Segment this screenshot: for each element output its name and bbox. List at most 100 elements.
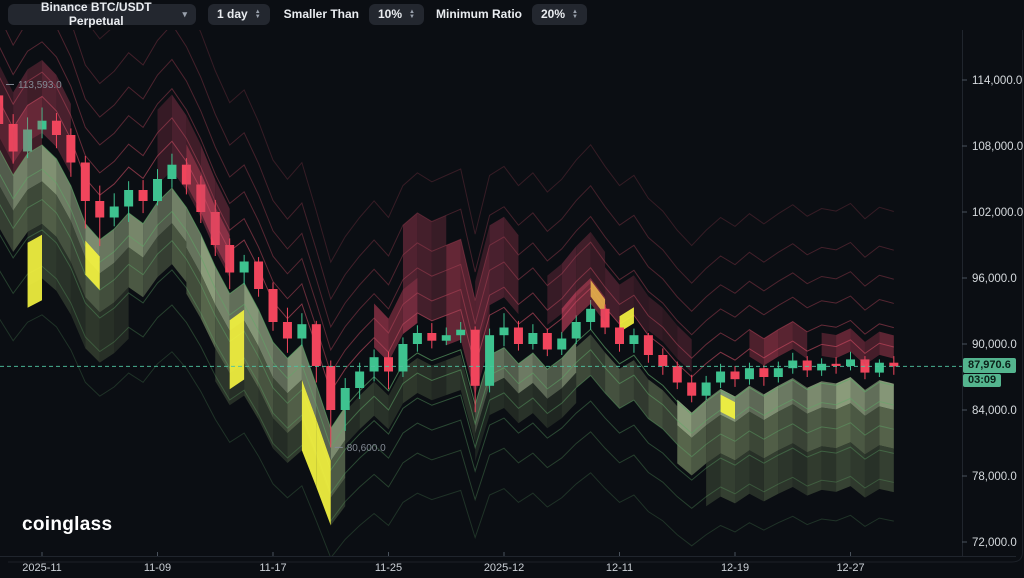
current-price-label: 87,970.6 <box>963 358 1016 373</box>
candle[interactable] <box>513 320 523 351</box>
candle[interactable] <box>672 361 682 390</box>
candle[interactable] <box>817 358 827 376</box>
candle[interactable] <box>412 325 422 352</box>
candle[interactable] <box>788 352 798 374</box>
candle[interactable] <box>297 313 307 347</box>
candle[interactable] <box>615 319 625 352</box>
band-cells-overlay <box>0 96 894 366</box>
candle[interactable] <box>874 359 884 377</box>
candle[interactable] <box>124 181 134 222</box>
candle[interactable] <box>384 351 394 390</box>
candle[interactable] <box>80 155 90 229</box>
candle[interactable] <box>571 315 581 344</box>
plot-area[interactable]: 113,593.0 80,600.0 <box>0 0 962 558</box>
candle[interactable] <box>0 84 4 131</box>
candle[interactable] <box>600 304 610 335</box>
candle[interactable] <box>716 363 726 388</box>
candle[interactable] <box>340 378 350 431</box>
interval-select[interactable]: 1 day ▲ ▼ <box>208 3 270 25</box>
smaller-than-label: Smaller Than <box>283 7 359 21</box>
candle[interactable] <box>95 185 105 247</box>
time-tick-label: 11-09 <box>144 562 171 574</box>
candle[interactable] <box>687 374 697 403</box>
minimum-ratio-value: 20% <box>540 7 566 21</box>
candle-countdown: 03:09 <box>963 374 1002 387</box>
price-axis[interactable]: 114,000.0 108,000.0 102,000.0 96,000.0 90,00… <box>962 75 1023 549</box>
candle[interactable] <box>643 333 653 363</box>
candle[interactable] <box>586 300 596 330</box>
price-tick-label: 78,000.0 <box>972 471 1017 483</box>
coinglass-logo: coinglass <box>22 514 113 535</box>
candle[interactable] <box>629 328 639 353</box>
band-cells-highlight <box>27 234 736 526</box>
time-tick-label: 12-27 <box>836 562 864 574</box>
time-tick-label: 11-17 <box>259 562 286 574</box>
candle[interactable] <box>485 328 495 393</box>
time-tick-label: 12-19 <box>721 562 749 574</box>
price-tick-label: 114,000.0 <box>972 75 1022 87</box>
minimum-ratio-label: Minimum Ratio <box>435 7 522 21</box>
candle[interactable] <box>369 349 379 382</box>
candle[interactable] <box>730 366 740 387</box>
candle[interactable] <box>66 128 76 177</box>
candle[interactable] <box>268 282 278 331</box>
candle[interactable] <box>37 107 47 139</box>
candle[interactable] <box>311 320 321 383</box>
envelope-lines <box>0 30 894 556</box>
candle[interactable] <box>557 331 567 355</box>
candle[interactable] <box>773 361 783 383</box>
candle[interactable] <box>701 375 711 401</box>
time-tick-label: 2025-12 <box>484 562 524 574</box>
candle[interactable] <box>181 158 191 195</box>
time-tick-label: 11-25 <box>375 562 402 574</box>
price-tick-label: 96,000.0 <box>972 273 1017 285</box>
stepper-icon: ▲ ▼ <box>409 8 415 20</box>
candle[interactable] <box>846 351 856 371</box>
candle[interactable] <box>51 113 61 149</box>
candle[interactable] <box>8 114 18 164</box>
candle[interactable] <box>254 257 264 297</box>
price-tick-label: 90,000.0 <box>972 339 1017 351</box>
minimum-ratio-input[interactable]: 20% ▲ ▼ <box>531 3 587 25</box>
interval-label: 1 day <box>217 7 248 21</box>
candle[interactable] <box>889 356 899 375</box>
candle[interactable] <box>225 238 235 289</box>
time-tick-label: 2025-11 <box>22 562 62 574</box>
time-tick-label: 12-11 <box>606 562 633 574</box>
candle[interactable] <box>456 322 466 343</box>
candle[interactable] <box>542 328 552 357</box>
price-tick-label: 84,000.0 <box>972 405 1017 417</box>
candle[interactable] <box>427 323 437 349</box>
candle[interactable] <box>528 324 538 350</box>
band-cells-upper <box>0 60 692 396</box>
price-tick-label: 108,000.0 <box>972 141 1023 153</box>
candle[interactable] <box>109 193 119 227</box>
toolbar: Binance BTC/USDT Perpetual ▾ 1 day ▲ ▼ Sm… <box>0 0 1024 28</box>
candle[interactable] <box>23 117 33 159</box>
smaller-than-value: 10% <box>378 7 403 21</box>
symbol-select[interactable]: Binance BTC/USDT Perpetual ▾ <box>8 0 196 28</box>
time-axis[interactable]: 2025-11 11-09 11-17 11-25 2025-12 12-11 12-19 1… <box>22 552 865 574</box>
candle[interactable] <box>831 357 841 374</box>
candle[interactable] <box>759 364 769 386</box>
candle[interactable] <box>282 307 292 353</box>
candle[interactable] <box>326 360 336 448</box>
candle[interactable] <box>167 153 177 188</box>
candle[interactable] <box>658 348 668 375</box>
candle[interactable] <box>153 169 163 206</box>
low-price-annotation: 80,600.0 <box>347 443 386 454</box>
smaller-than-input[interactable]: 10% ▲ ▼ <box>369 3 424 25</box>
chart-frame <box>0 30 1023 563</box>
candle[interactable] <box>355 362 365 399</box>
stepper-icon: ▲ ▼ <box>254 8 261 20</box>
candle[interactable] <box>470 326 480 413</box>
candle[interactable] <box>398 337 408 377</box>
candle[interactable] <box>138 180 148 214</box>
price-annotations: 113,593.0 80,600.0 <box>6 80 386 454</box>
price-tick-label: 72,000.0 <box>972 537 1017 549</box>
candle[interactable] <box>499 313 509 347</box>
candle[interactable] <box>441 327 451 346</box>
candle[interactable] <box>239 254 249 285</box>
